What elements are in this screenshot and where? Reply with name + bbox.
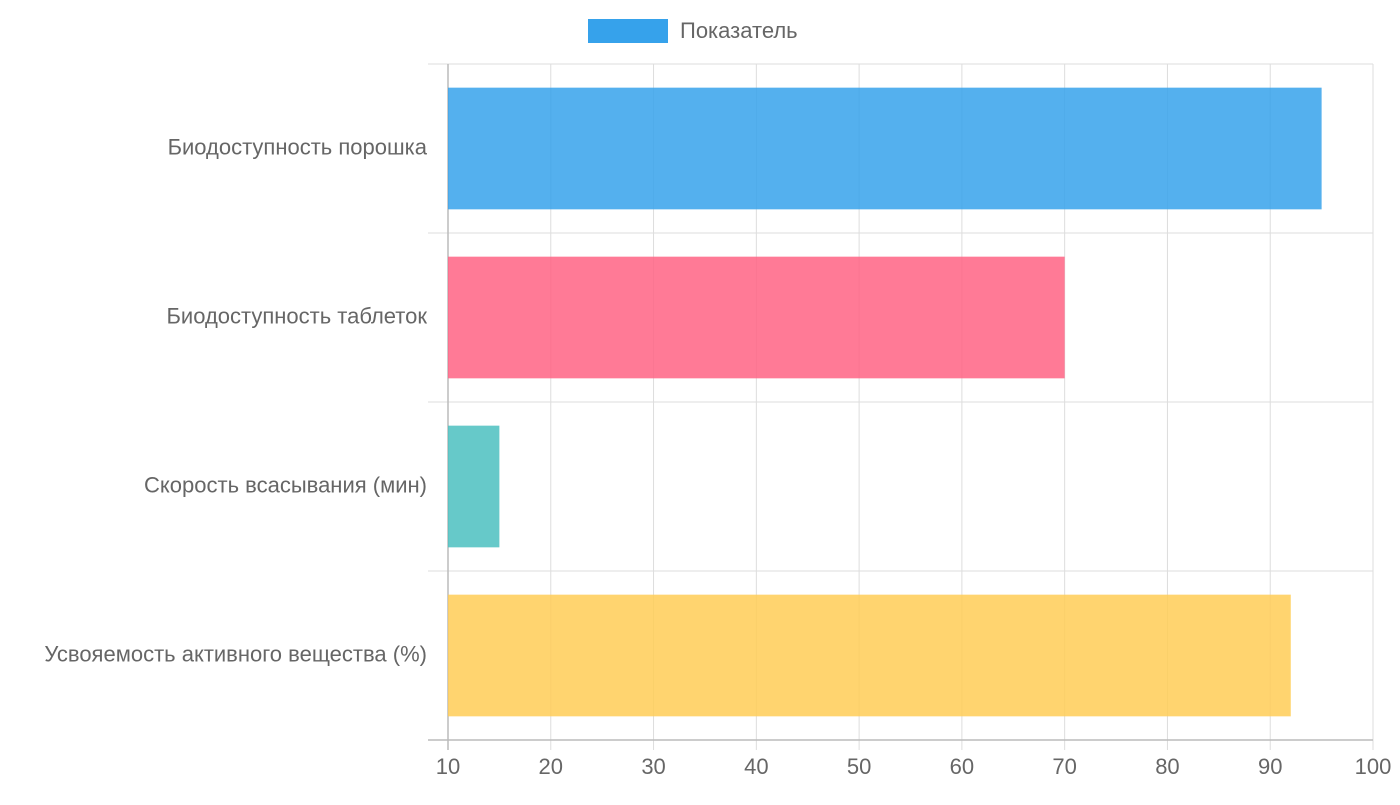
- legend-label: Показатель: [680, 18, 798, 43]
- x-tick-label: 60: [950, 754, 974, 779]
- y-tick-label: Скорость всасывания (мин): [144, 472, 427, 497]
- x-tick-label: 10: [436, 754, 460, 779]
- x-tick-label: 40: [744, 754, 768, 779]
- x-tick-label: 20: [539, 754, 563, 779]
- x-tick-label: 100: [1355, 754, 1392, 779]
- legend[interactable]: Показатель: [588, 18, 798, 44]
- y-tick-label: Усвояемость активного вещества (%): [44, 641, 427, 666]
- y-tick-label: Биодоступность порошка: [168, 134, 428, 159]
- x-tick-label: 90: [1258, 754, 1282, 779]
- bar-3: [448, 425, 500, 548]
- x-tick-label: 30: [641, 754, 665, 779]
- bar-4: [448, 594, 1291, 717]
- y-tick-label: Биодоступность таблеток: [166, 303, 427, 328]
- legend-swatch: [588, 19, 668, 43]
- bar-2: [448, 256, 1065, 379]
- x-tick-label: 70: [1052, 754, 1076, 779]
- bar-1: [448, 87, 1322, 210]
- x-tick-label: 50: [847, 754, 871, 779]
- x-tick-label: 80: [1155, 754, 1179, 779]
